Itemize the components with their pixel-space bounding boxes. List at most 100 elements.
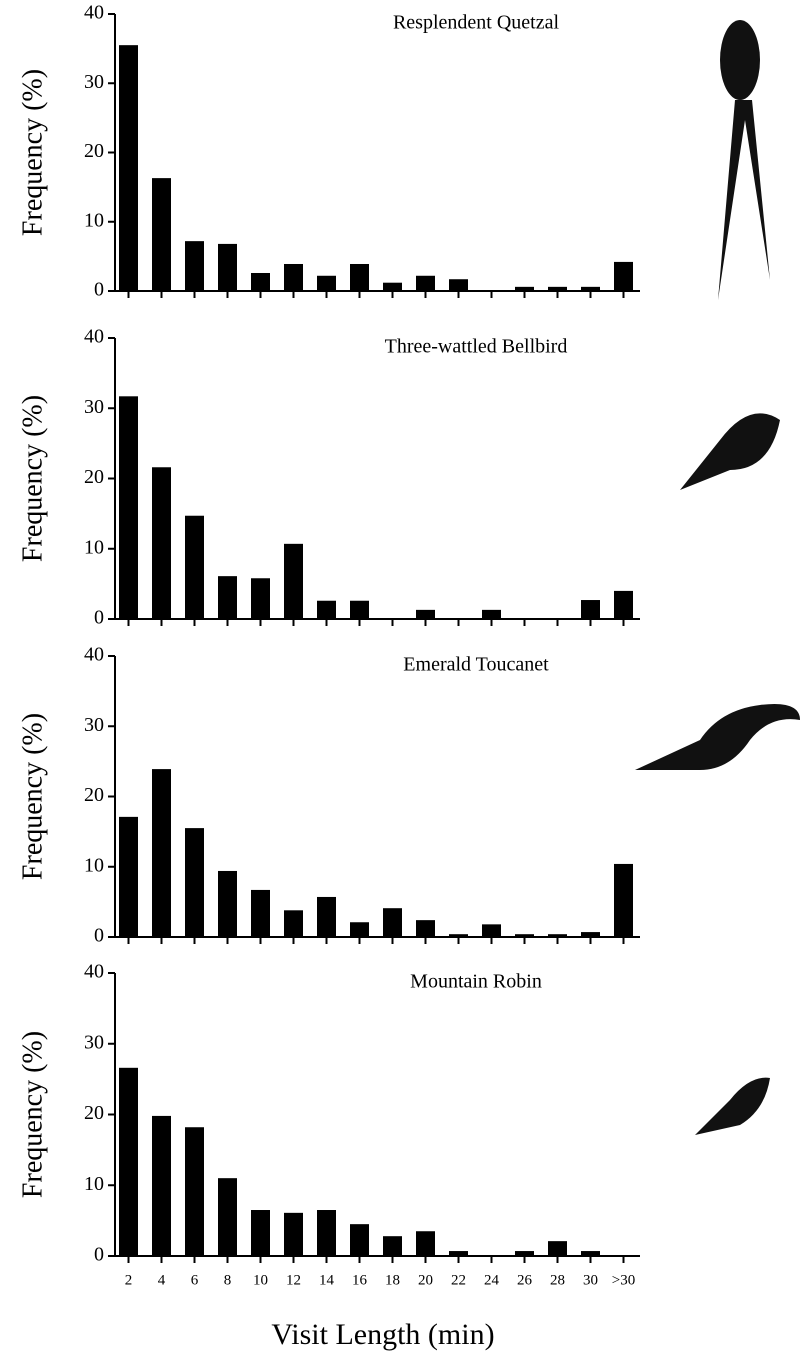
- panel-title: Three-wattled Bellbird: [385, 336, 568, 358]
- y-axis-label: Frequency (%): [17, 1031, 48, 1198]
- bar: [119, 45, 138, 291]
- bar: [515, 1251, 534, 1256]
- bar: [284, 910, 303, 937]
- bar: [416, 1231, 435, 1256]
- quetzal-body: [720, 20, 760, 100]
- bar: [185, 241, 204, 291]
- bar: [317, 275, 336, 291]
- y-tick-label: 40: [84, 961, 104, 983]
- quetzal-tail: [718, 100, 770, 300]
- bar: [515, 934, 534, 937]
- bar: [317, 600, 336, 619]
- bar: [449, 1251, 468, 1256]
- bar: [449, 934, 468, 937]
- bar: [218, 576, 237, 619]
- bar: [350, 263, 369, 291]
- y-tick-label: 10: [84, 854, 104, 876]
- y-tick-label: 10: [84, 536, 104, 558]
- x-tick-label: 20: [418, 1272, 433, 1288]
- y-tick-label: 20: [84, 1102, 104, 1124]
- bar: [152, 769, 171, 937]
- bar: [218, 1178, 237, 1256]
- bar: [218, 870, 237, 937]
- bar: [317, 1210, 336, 1256]
- bar: [416, 275, 435, 291]
- bar: [350, 600, 369, 619]
- y-tick-label: 40: [84, 326, 104, 348]
- bar: [152, 178, 171, 291]
- bar: [350, 1224, 369, 1256]
- y-tick-label: 30: [84, 1031, 104, 1053]
- bar: [581, 600, 600, 619]
- y-tick-label: 0: [94, 1244, 104, 1266]
- bar: [251, 889, 270, 937]
- bellbird: [680, 413, 780, 490]
- bar: [284, 263, 303, 291]
- y-tick-label: 20: [84, 784, 104, 806]
- y-tick-label: 30: [84, 396, 104, 418]
- x-tick-label: 24: [484, 1272, 500, 1288]
- bar: [614, 590, 633, 619]
- bar: [317, 896, 336, 937]
- x-tick-label: 4: [158, 1272, 166, 1288]
- x-tick-label: 8: [224, 1272, 232, 1288]
- bar: [581, 286, 600, 291]
- bar: [548, 934, 567, 937]
- panel-title: Mountain Robin: [410, 971, 542, 993]
- bar: [614, 863, 633, 937]
- bar: [614, 261, 633, 291]
- bar: [251, 272, 270, 291]
- bar: [251, 578, 270, 619]
- x-tick-label: 10: [253, 1272, 268, 1288]
- x-tick-label: 12: [286, 1272, 301, 1288]
- bar: [482, 924, 501, 937]
- bar: [383, 1236, 402, 1256]
- bar: [350, 922, 369, 937]
- y-tick-label: 10: [84, 209, 104, 231]
- y-tick-label: 40: [84, 2, 104, 24]
- y-axis-label: Frequency (%): [17, 713, 48, 880]
- bar: [284, 543, 303, 619]
- toucanet: [635, 704, 800, 770]
- bar: [515, 286, 534, 291]
- y-tick-label: 0: [94, 279, 104, 301]
- y-tick-label: 10: [84, 1173, 104, 1195]
- bar: [548, 286, 567, 291]
- bar: [185, 1127, 204, 1256]
- bird-illustrations: [635, 20, 800, 1135]
- x-tick-label: 14: [319, 1272, 335, 1288]
- x-tick-label: >30: [612, 1272, 635, 1288]
- bar: [251, 1210, 270, 1256]
- y-tick-label: 20: [84, 466, 104, 488]
- x-tick-label: 26: [517, 1272, 533, 1288]
- bar: [449, 279, 468, 291]
- panel-title: Resplendent Quetzal: [393, 12, 559, 34]
- y-tick-label: 20: [84, 140, 104, 162]
- bar: [218, 243, 237, 291]
- y-axis-label: Frequency (%): [17, 395, 48, 562]
- bar: [383, 282, 402, 291]
- x-tick-label: 30: [583, 1272, 598, 1288]
- x-axis-label: Visit Length (min): [271, 1318, 494, 1351]
- bar: [482, 609, 501, 619]
- x-tick-label: 22: [451, 1272, 466, 1288]
- bar: [581, 932, 600, 937]
- bar: [416, 609, 435, 619]
- y-tick-label: 0: [94, 925, 104, 947]
- bar: [185, 515, 204, 619]
- bar: [581, 1251, 600, 1256]
- robin: [695, 1077, 770, 1135]
- bar: [416, 920, 435, 937]
- x-tick-label: 28: [550, 1272, 565, 1288]
- y-tick-label: 40: [84, 644, 104, 666]
- bar: [284, 1212, 303, 1256]
- x-tick-label: 16: [352, 1272, 368, 1288]
- panel-title: Emerald Toucanet: [403, 654, 549, 676]
- x-tick-label: 2: [125, 1272, 133, 1288]
- y-axis-label: Frequency (%): [17, 69, 48, 236]
- y-tick-label: 30: [84, 714, 104, 736]
- x-tick-label: 6: [191, 1272, 199, 1288]
- x-tick-label: 18: [385, 1272, 400, 1288]
- bar: [119, 816, 138, 937]
